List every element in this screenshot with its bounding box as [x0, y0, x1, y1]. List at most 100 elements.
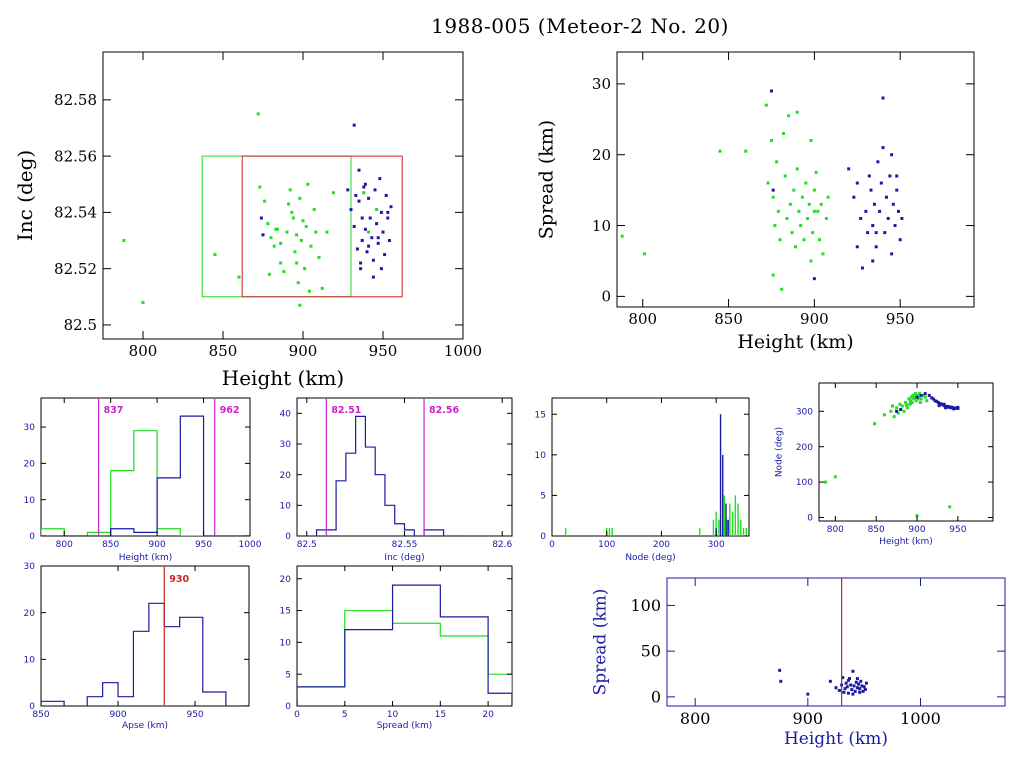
x-axis-label: Node (deg) [625, 553, 675, 563]
data-point [304, 224, 308, 228]
data-point [943, 404, 947, 408]
data-point [862, 685, 866, 689]
y-tick-label: 30 [24, 562, 36, 572]
x-tick-label: 82.6 [492, 540, 512, 550]
y-tick-label: 30 [592, 75, 611, 93]
x-tick-label: 800 [129, 342, 158, 360]
data-point [213, 253, 217, 257]
data-point [826, 195, 830, 199]
data-point [895, 406, 899, 410]
data-point [902, 409, 906, 413]
plot-frame [102, 51, 464, 340]
data-point [919, 393, 923, 397]
data-point [923, 392, 927, 396]
x-tick-label: 950 [886, 310, 915, 328]
selection-box [201, 155, 352, 298]
data-point [274, 227, 278, 231]
data-point [787, 114, 791, 118]
data-point [362, 185, 366, 189]
data-point [935, 399, 939, 403]
data-point [852, 684, 856, 688]
data-point [833, 475, 837, 479]
data-point [892, 415, 896, 419]
data-point [889, 409, 893, 413]
data-point [141, 300, 145, 304]
data-point [930, 396, 934, 400]
data-point [948, 405, 952, 409]
x-tick-label: 300 [708, 540, 725, 550]
data-point [718, 149, 722, 153]
x-tick-label: 850 [714, 310, 743, 328]
data-point [859, 216, 863, 220]
data-point [895, 174, 899, 178]
x-tick-label: 900 [793, 709, 824, 728]
histogram-series [297, 609, 512, 706]
y-tick-label: 0 [651, 687, 661, 706]
data-point [864, 681, 868, 685]
data-point [312, 208, 316, 212]
data-point [795, 110, 799, 114]
data-point [771, 188, 775, 192]
data-point [122, 239, 126, 243]
data-point [911, 393, 915, 397]
x-tick-label: 900 [800, 310, 829, 328]
x-tick-label: 82.55 [392, 540, 418, 550]
chart-inc_hist: 82.5 82.55 82.6 0 10 20 30 40 Inc (deg) 82.51 82.5… [280, 397, 513, 563]
data-point [290, 210, 294, 214]
chart-spread_hist: 0 5 10 15 20 0 5 10 15 20 Spread (km) [280, 565, 513, 731]
data-point [814, 170, 818, 174]
y-tick-label: 300 [796, 407, 813, 417]
x-tick-label: 800 [628, 310, 657, 328]
data-point [790, 231, 794, 235]
data-point [797, 209, 801, 213]
y-tick-label: 82.54 [54, 204, 97, 222]
data-point [794, 245, 797, 249]
data-point [907, 397, 911, 401]
data-point [878, 209, 882, 213]
data-point [913, 395, 917, 399]
y-tick-label: 5 [285, 670, 291, 680]
data-point [269, 236, 273, 240]
data-point [848, 677, 852, 681]
x-tick-label: 950 [369, 342, 398, 360]
data-point [744, 149, 748, 153]
histogram-series [315, 415, 464, 536]
data-point [884, 195, 888, 199]
x-tick-label: 900 [289, 342, 318, 360]
data-point [367, 196, 371, 200]
data-point [263, 199, 267, 203]
y-tick-label: 5 [540, 492, 546, 502]
data-point [349, 208, 353, 212]
data-point [824, 480, 828, 484]
y-tick-label: 0 [29, 702, 35, 712]
data-point [293, 250, 297, 254]
data-point [895, 409, 899, 413]
data-point [383, 253, 387, 257]
chart-height_hist: 800 850 900 950 1000 0 10 20 30 Height (km) 837 962 [24, 397, 262, 563]
histogram-series [41, 430, 250, 536]
data-point [872, 202, 876, 206]
data-point [853, 689, 857, 693]
data-point [845, 685, 849, 689]
x-tick-label: 800 [56, 540, 73, 550]
data-point [354, 194, 358, 197]
plot-area [297, 584, 512, 706]
data-point [237, 275, 241, 279]
data-point [279, 261, 283, 265]
data-point [927, 393, 931, 397]
data-point [915, 393, 919, 397]
data-point [913, 392, 917, 396]
page-title: 1988-005 (Meteor-2 No. 20) [431, 14, 729, 38]
data-point [890, 252, 894, 256]
data-point [860, 684, 864, 688]
data-point [946, 404, 950, 408]
plot-frame [296, 397, 513, 537]
data-point [850, 688, 854, 692]
data-point [376, 236, 380, 240]
data-point [785, 216, 789, 220]
x-axis-label: Spread (km) [377, 721, 433, 731]
data-point [854, 680, 858, 684]
data-point [620, 234, 624, 238]
data-point [809, 139, 813, 143]
y-tick-label: 0 [29, 532, 35, 542]
